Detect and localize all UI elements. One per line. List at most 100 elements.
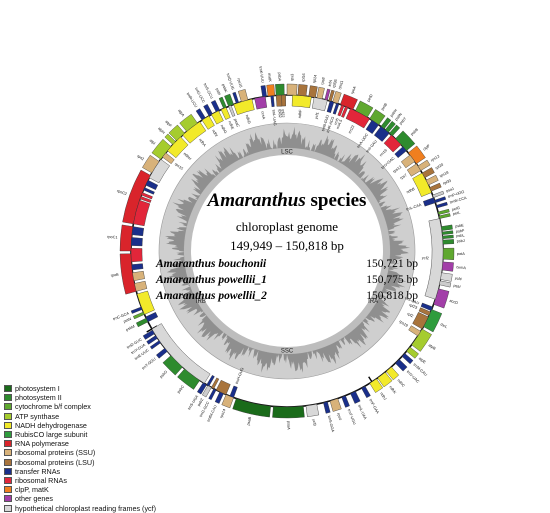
gene-label: atpF [164, 120, 173, 129]
region-label: LSC [281, 150, 293, 156]
gene-block-trns-gcu [210, 100, 221, 113]
gene-label: trnS-GGA [327, 415, 335, 433]
gene-block-psbm [136, 317, 149, 328]
gene-label: psbJ [457, 239, 465, 243]
region-label: IRB [196, 299, 206, 305]
gene-block-ndhb [136, 290, 155, 315]
gene-label: ndhD [245, 114, 251, 124]
gene-block-trnt-ggu [156, 347, 168, 359]
gene-block-trnl-uag [270, 95, 275, 108]
accession-size: 150,721 bp [366, 258, 418, 270]
gene-block-psaj [432, 190, 445, 198]
gene-block-trnp-ugg [434, 196, 447, 204]
map-title: Amaranthus species [150, 190, 424, 212]
gene-block-petg [437, 208, 450, 215]
gc-content-ring [158, 122, 416, 380]
title-genus: Amaranthus [207, 190, 306, 211]
legend-swatch [4, 385, 12, 393]
gene-label: atpH [157, 126, 166, 135]
gene-label: trnG-UCC [194, 87, 206, 104]
gene-label: trnR-ACG [326, 116, 335, 133]
gene-label: ccsA [260, 111, 265, 120]
gene-block-rpl32 [275, 94, 283, 107]
gene-label: trnR-UCU [186, 92, 198, 108]
gene-block-trnn-guu [326, 100, 335, 113]
gene-label: rps4 [336, 413, 342, 421]
legend-swatch [4, 495, 12, 503]
gene-label: rpoC1 [107, 235, 118, 240]
gene-label: rrn4.5 [336, 119, 343, 130]
gene-block-rrn16 [383, 134, 402, 153]
gene-block-rps8 [316, 86, 325, 100]
gene-label: trnL-CAA [406, 203, 423, 212]
gene-block-ycf1 [311, 97, 328, 112]
gene-label: psbI [215, 88, 222, 96]
gene-label: psbZ [197, 397, 205, 407]
accession-name: Amaranthus powellii_2 [156, 290, 267, 302]
legend-label: other genes [15, 494, 53, 504]
gene-block-rrn23 [133, 199, 151, 227]
legend-label: ATP synthase [15, 411, 60, 421]
gene-block-rps7 [406, 163, 421, 177]
gene-label: trnG-GCC [199, 401, 211, 418]
gene-block-trnf-gaa [361, 385, 371, 399]
gene-block-ndhh [167, 136, 189, 159]
gene-label: petN [123, 317, 132, 324]
gene-label: rrn16 [379, 148, 388, 157]
gene-label: rps18 [439, 171, 449, 179]
gene-block-ndhi [201, 115, 215, 130]
legend-item: ribosomal proteins (SSU) [4, 448, 164, 457]
gene-block-trnv-uac [395, 359, 408, 372]
legend-swatch [4, 403, 12, 411]
gene-label: psbB [410, 127, 419, 136]
gene-label: rps19 [398, 320, 408, 328]
gene-block-trnn-guu [145, 179, 159, 190]
gene-label: rps15 [174, 162, 184, 171]
gene-label: psbK [221, 83, 228, 93]
gene-label: psbA [277, 72, 281, 81]
legend-swatch [4, 449, 12, 457]
gene-label: infA [328, 79, 334, 87]
gene-label: rpl16 [301, 73, 306, 82]
gene-label: rps16 [236, 78, 242, 88]
gene-label: trnK-UUU [258, 66, 264, 83]
gene-label: petG [451, 206, 460, 212]
gene-label: cemA [456, 265, 467, 270]
gene-label: psbD [159, 370, 168, 379]
gene-block-cema [441, 261, 454, 272]
accession-name: Amaranthus bouchonii [156, 258, 267, 270]
gene-label: trnI-CAU [404, 296, 419, 305]
accession-size: 150,818 bp [366, 290, 418, 302]
gene-label: trnV-GAC [381, 156, 396, 170]
legend-label: hypothetical chloroplast reading frames … [15, 503, 157, 513]
legend-item: other genes [4, 494, 164, 503]
gene-label: rpl20 [435, 163, 444, 171]
gene-block-psbk [224, 93, 234, 107]
gene-label: trnA-UGC [356, 133, 369, 149]
legend-swatch [4, 476, 12, 484]
gene-label: ycf1 [314, 112, 319, 120]
gene-block-rrn5 [141, 192, 153, 200]
gene-block-ndha [182, 121, 207, 144]
gene-block-trnfm-cau [214, 391, 224, 404]
legend-swatch [4, 467, 12, 475]
gene-block-rps3 [286, 83, 298, 96]
gene-label: rpoA [350, 85, 357, 94]
gene-label: rps12 [392, 165, 402, 174]
gene-label: rpl33 [442, 179, 451, 186]
gene-label: psbT [399, 116, 408, 125]
gene-block-atpe [406, 346, 419, 359]
gene-block-psaa [272, 405, 305, 419]
legend-swatch [4, 504, 12, 512]
gene-block-ndhj [369, 378, 384, 393]
gene-block-ycf3 [305, 403, 320, 417]
gene-label: ndhE [227, 120, 234, 130]
gene-label: rps8 [320, 77, 325, 85]
gene-blocks [119, 83, 455, 419]
gene-label: petL [453, 211, 461, 217]
gene-block-ccsa [254, 96, 268, 110]
legend-item: photosystem I [4, 384, 164, 393]
gene-label: rps3 [290, 74, 294, 82]
gene-label: rps14 [219, 408, 226, 418]
gene-block-rrn16 [130, 248, 143, 263]
